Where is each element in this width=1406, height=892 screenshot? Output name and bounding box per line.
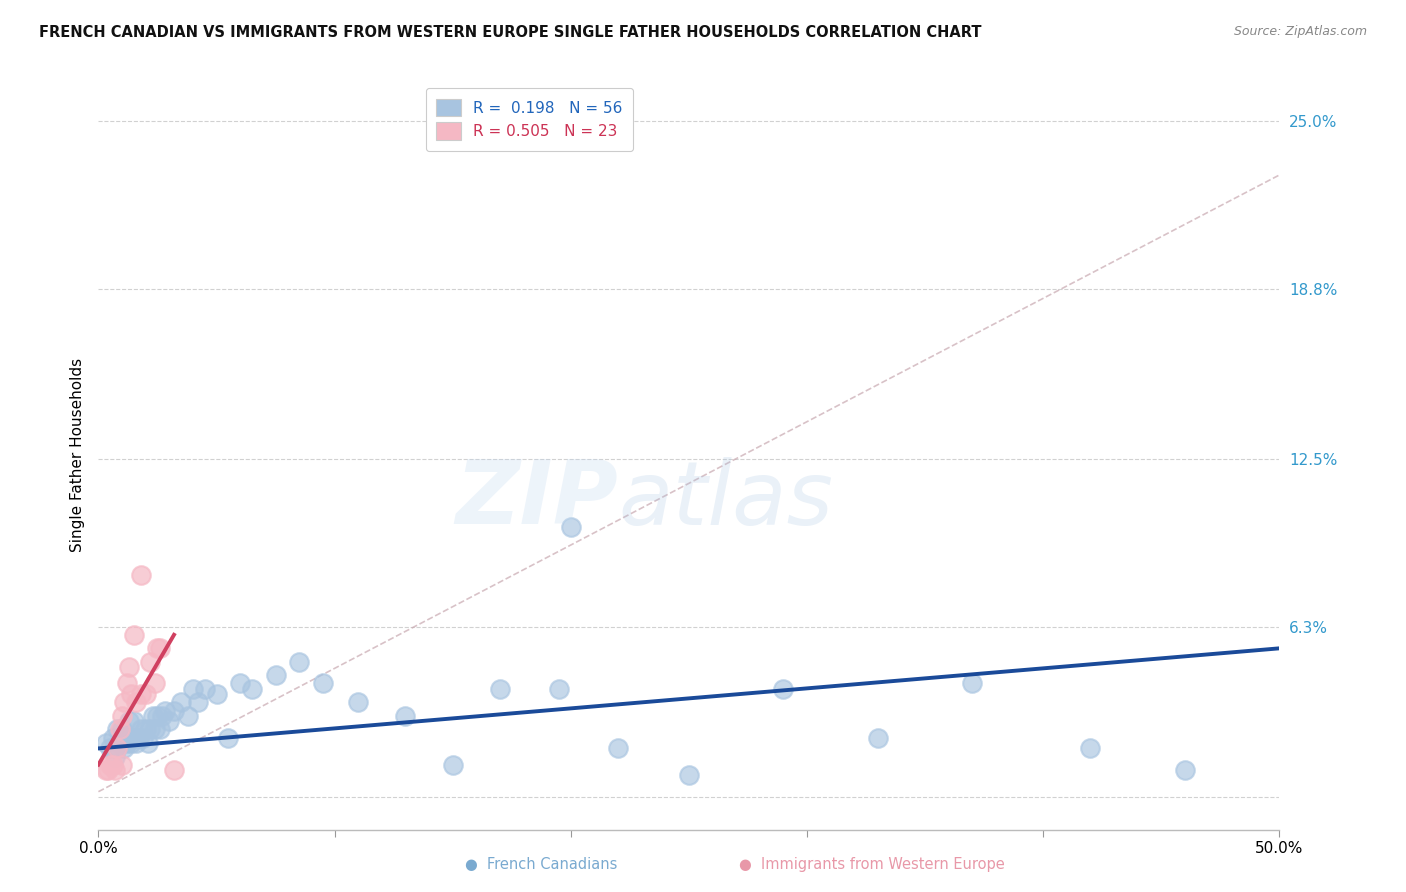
Point (264, 668, 287, 682)
Point (153, 704, 176, 718)
Point (1174, 763, 1197, 777)
Point (108, 723, 131, 737)
Point (441, 757, 464, 772)
Point (125, 695, 148, 709)
Point (170, 695, 193, 709)
Point (101, 731, 124, 745)
Point (240, 681, 263, 696)
Point (105, 741, 128, 756)
Point (94, 736, 117, 750)
Point (866, 731, 889, 745)
Point (194, 681, 217, 696)
Point (187, 695, 209, 709)
Text: atlas: atlas (619, 457, 832, 543)
Point (101, 757, 124, 772)
Point (122, 714, 145, 729)
Text: FRENCH CANADIAN VS IMMIGRANTS FROM WESTERN EUROPE SINGLE FATHER HOUSEHOLDS CORRE: FRENCH CANADIAN VS IMMIGRANTS FROM WESTE… (39, 25, 981, 40)
Point (136, 736, 159, 750)
Point (111, 757, 134, 772)
Point (217, 731, 239, 745)
Point (129, 687, 152, 701)
Point (560, 519, 582, 533)
Point (111, 723, 134, 737)
Point (104, 763, 127, 777)
Point (115, 676, 138, 690)
Point (118, 731, 141, 745)
Point (112, 741, 135, 756)
Y-axis label: Single Father Households: Single Father Households (69, 358, 84, 552)
Point (143, 723, 166, 737)
Legend: R =  0.198   N = 56, R = 0.505   N = 23: R = 0.198 N = 56, R = 0.505 N = 23 (426, 88, 633, 151)
Point (489, 681, 512, 696)
Point (678, 768, 700, 782)
Point (135, 723, 157, 737)
Point (122, 731, 145, 745)
Point (163, 704, 186, 718)
Text: ZIP: ZIP (456, 457, 619, 543)
Point (118, 714, 141, 729)
Point (125, 736, 148, 750)
Point (97, 763, 120, 777)
Point (121, 687, 143, 701)
Point (115, 736, 138, 750)
Point (111, 709, 134, 723)
Point (112, 695, 135, 709)
Point (104, 749, 127, 764)
Point (146, 709, 169, 723)
Point (772, 681, 794, 696)
Point (962, 676, 984, 690)
Point (548, 681, 571, 696)
Point (105, 741, 128, 756)
Point (143, 676, 166, 690)
Point (177, 709, 200, 723)
Point (139, 655, 162, 669)
Point (98, 757, 121, 772)
Point (139, 723, 162, 737)
Point (129, 723, 152, 737)
Point (105, 723, 128, 737)
Point (146, 641, 169, 656)
Point (111, 731, 134, 745)
Point (121, 736, 143, 750)
Point (149, 641, 172, 656)
Point (128, 731, 150, 745)
Point (312, 676, 335, 690)
Point (122, 628, 145, 642)
Point (150, 709, 173, 723)
Point (129, 568, 152, 582)
Point (181, 681, 204, 696)
Point (135, 687, 157, 701)
Text: ●  French Canadians: ● French Canadians (465, 857, 617, 872)
Point (394, 709, 416, 723)
Point (607, 741, 630, 756)
Point (142, 709, 165, 723)
Point (347, 695, 370, 709)
Point (205, 687, 228, 701)
Point (229, 676, 252, 690)
Point (163, 763, 186, 777)
Point (98, 741, 121, 756)
Text: Source: ZipAtlas.com: Source: ZipAtlas.com (1233, 25, 1367, 38)
Point (94, 763, 117, 777)
Point (149, 723, 172, 737)
Point (132, 731, 155, 745)
Point (108, 736, 131, 750)
Text: ●  Immigrants from Western Europe: ● Immigrants from Western Europe (738, 857, 1005, 872)
Point (1080, 741, 1102, 756)
Point (288, 655, 311, 669)
Point (157, 714, 180, 729)
Point (118, 660, 141, 674)
